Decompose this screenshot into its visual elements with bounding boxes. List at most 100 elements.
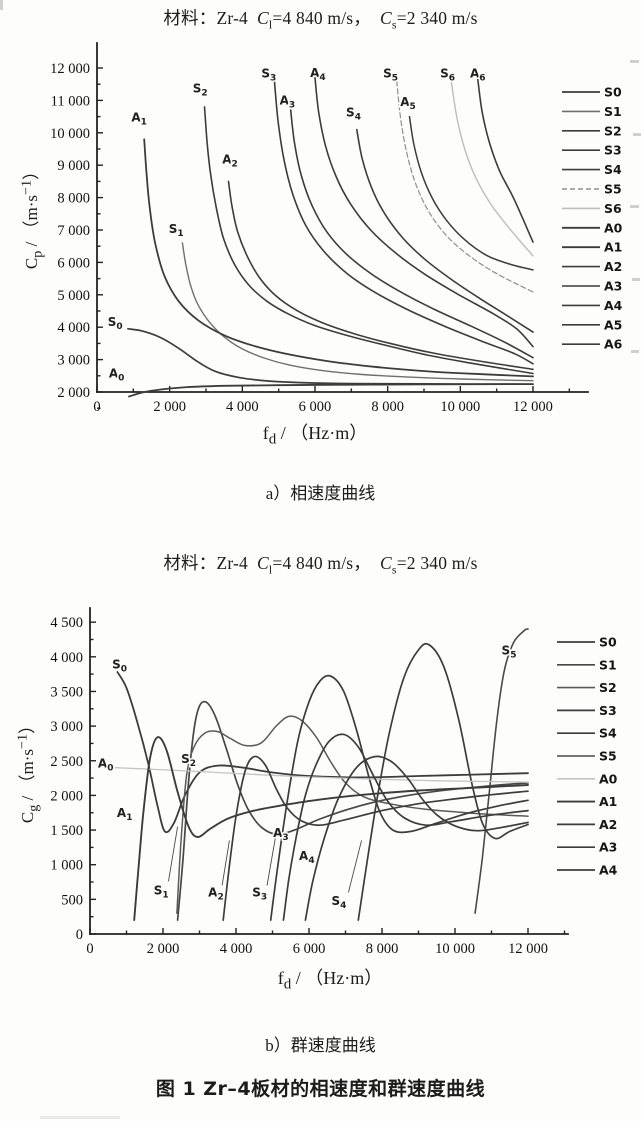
series-A1 [143,138,534,378]
legend-label: A0 [604,220,623,235]
legend-label: S3 [599,703,617,718]
legend-item-S0: S0 [557,635,617,650]
y-tick-label: 2 000 [50,788,83,804]
cl-symbol: C [257,8,269,28]
legend-item-A1: A1 [557,794,617,809]
x-tick-label: 8 000 [366,941,399,957]
legend-label: S5 [604,182,622,197]
x-tick-label: 10 000 [440,399,480,415]
legend-label: A2 [599,817,617,832]
y-tick-label: 12 000 [50,61,90,77]
scan-artifact [630,205,639,208]
series-A3 [282,733,529,921]
x-tick-label: 8 000 [371,399,404,415]
y-tick-label: 500 [61,892,83,908]
y-tick-label: 2 000 [57,385,90,401]
curve-label-A1: A1 [131,110,147,127]
y-tick-label: 0 [76,927,83,943]
series-S3 [273,78,534,365]
group-velocity-chart: 0 2 000 4 000 6 000 8 000 10 000 12 000 0 500 1 0… [50,607,618,957]
cs-symbol: C [380,8,392,28]
series-A4 [314,76,534,348]
x-tick-label: 0 [93,399,100,415]
y-tick-label: 4 000 [50,650,83,666]
y-tick-label: 7 000 [57,223,90,239]
x-tick-label: 12 000 [513,399,553,415]
series-A5 [408,115,534,271]
x-tick-label: 2 000 [153,399,186,415]
x-tick-label: 6 000 [293,941,326,957]
series-A0 [114,767,529,783]
legend-item-A2: A2 [557,817,617,832]
legend-label: A0 [599,771,618,786]
legend-item-A4: A4 [557,863,618,878]
material-label: 材料：Zr-4 [163,8,249,28]
legend-item-A3: A3 [562,279,622,294]
legend-label: S0 [599,635,617,650]
curve-label-S4: S4 [346,106,361,123]
legend-label: S1 [599,657,617,672]
legend-label: A5 [604,317,622,332]
series-S6 [450,80,534,257]
curve-label-A5: A5 [400,95,416,112]
curve-label-A4: A4 [299,849,315,866]
legend-label: S5 [599,749,617,764]
fd-symbol: f [262,423,269,443]
legend-item-S2: S2 [557,680,617,695]
curve-label-A3: A3 [280,94,296,111]
legend-item-S1: S1 [562,104,622,119]
legend-item-S5: S5 [562,182,622,197]
figure-caption: 图 1 Zr–4板材的相速度和群速度曲线 [155,1078,486,1100]
series-S0 [116,671,529,834]
y-tick-label: 6 000 [57,255,90,271]
curve-label-S0: S0 [112,658,127,675]
series-A4 [304,755,529,921]
curve-label-S4: S4 [331,894,346,911]
x-tick-label: 10 000 [435,941,475,957]
series-S4 [357,642,529,921]
label-leader-line [221,840,230,886]
series-A2 [222,755,529,921]
curve-label-S2: S2 [193,81,208,98]
y-tick-label: 10 000 [50,126,90,142]
scan-artifact [633,133,641,136]
y-tick-label: 2 500 [50,754,83,770]
cl-value: =4 840 m/s， [272,8,372,28]
chart-b-y-axis-label: Cg / （m·s−1） [14,716,42,824]
legend-item-S3: S3 [557,703,617,718]
curve-label-A2: A2 [222,153,238,170]
chart-b-title: 材料：Zr-4 Cl=4 840 m/s， Cs=2 340 m/s [163,553,478,577]
series-S5 [474,628,529,914]
series-S2 [176,715,529,914]
legend-label: A4 [599,863,618,878]
curve-label-A4: A4 [310,66,326,83]
chart-a-y-axis-label: Cp / （m·s−1） [18,162,46,270]
y-tick-label: 8 000 [57,191,90,207]
y-tick-label: 3 000 [57,353,90,369]
curve-label-A0: A0 [98,757,114,774]
curve-label-S1: S1 [169,222,184,239]
x-tick-label: 4 000 [226,399,259,415]
series-A6 [477,78,534,243]
curve-label-S3: S3 [261,67,276,84]
curve-label-A1: A1 [117,806,133,823]
legend-label: A1 [604,240,622,255]
legend-label: S2 [604,123,622,138]
curve-label-S2: S2 [181,752,196,769]
legend-label: A2 [604,259,622,274]
cl-subscript: l [268,17,273,32]
legend-label: A1 [599,794,617,809]
legend-label: S2 [599,680,617,695]
legend-item-A3: A3 [557,840,617,855]
legend-item-S0: S0 [562,85,622,100]
curve-label-S6: S6 [440,67,455,84]
curve-label-A3: A3 [273,826,289,843]
legend-label: A6 [604,337,623,352]
scan-artifact [632,278,640,281]
y-tick-label: 1 000 [50,858,83,874]
x-tick-label: 0 [86,941,93,957]
label-leader-line [168,826,179,882]
legend-item-S5: S5 [557,749,617,764]
